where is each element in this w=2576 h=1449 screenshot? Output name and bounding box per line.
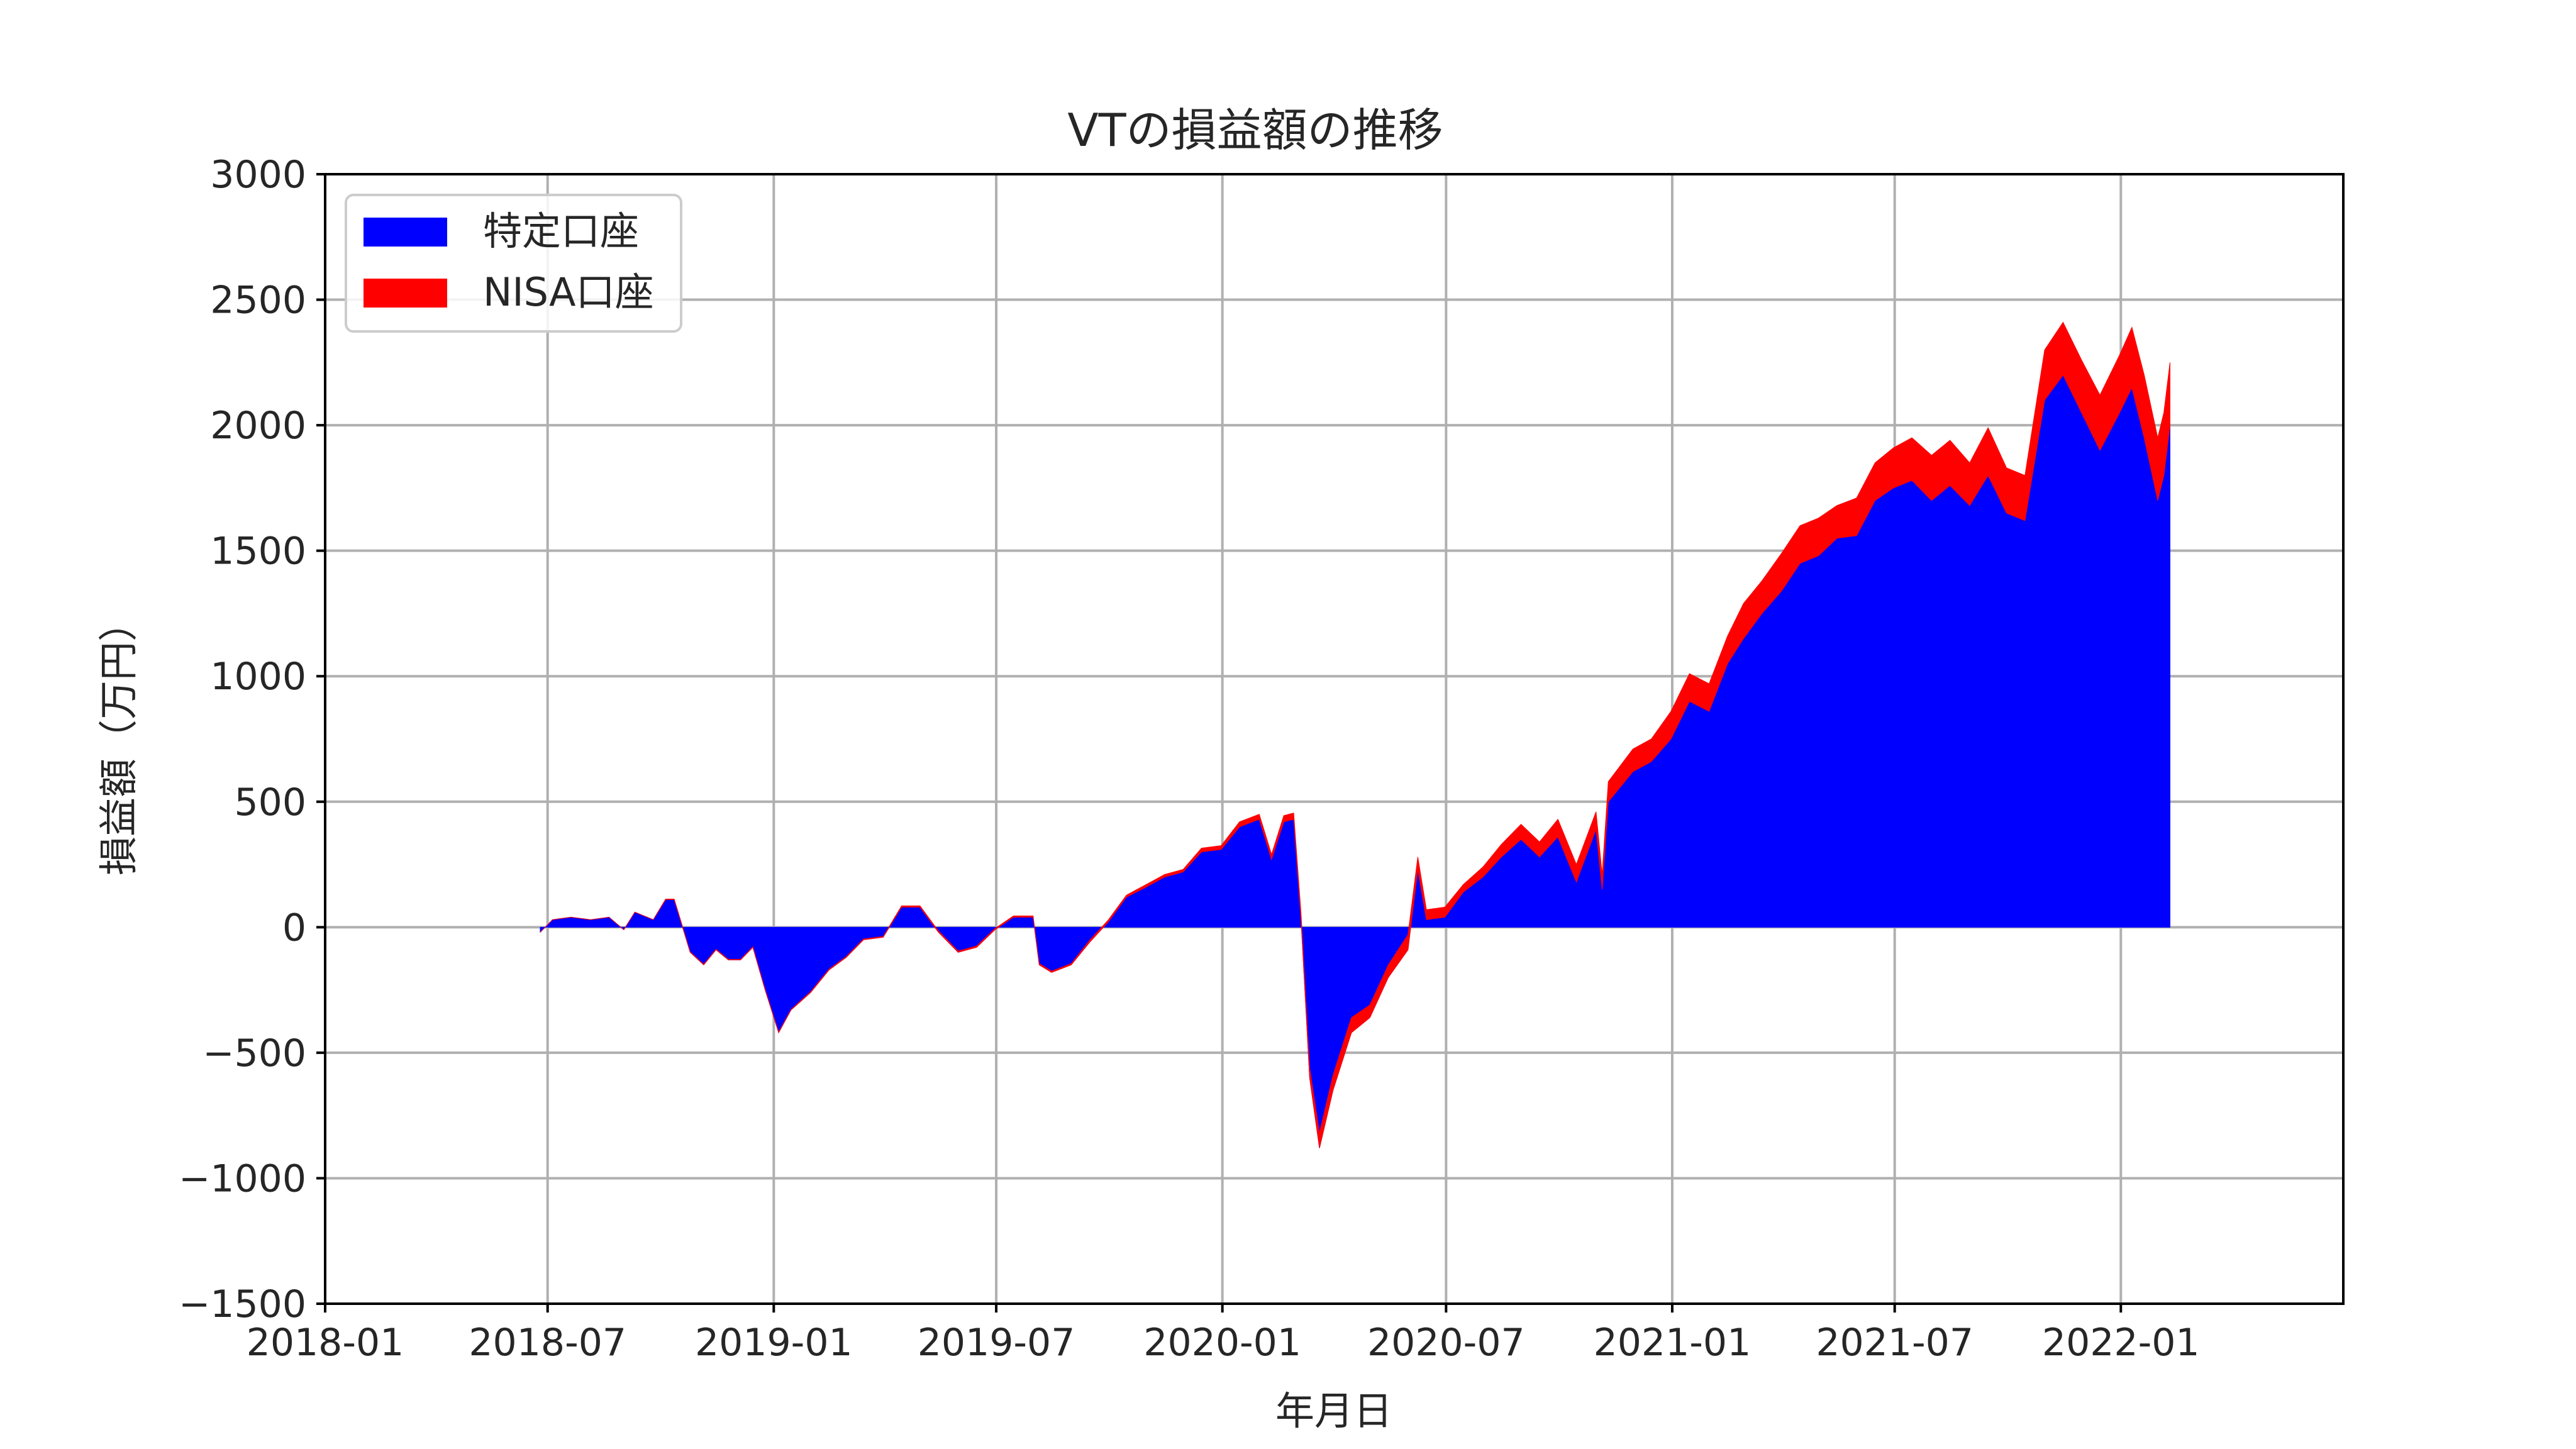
x-tick-label: 2018-01 bbox=[247, 1321, 404, 1365]
y-tick-label: 1000 bbox=[210, 655, 306, 699]
legend-label-nisa: NISA口座 bbox=[483, 269, 654, 315]
x-tick-label: 2020-01 bbox=[1143, 1321, 1301, 1365]
x-tick-label: 2021-07 bbox=[1816, 1321, 1974, 1365]
x-tick-label: 2019-07 bbox=[918, 1321, 1075, 1365]
y-tick-label: −1500 bbox=[179, 1282, 306, 1326]
x-tick-label: 2021-01 bbox=[1594, 1321, 1752, 1365]
x-axis-ticks: 2018-01 2018-07 2019-01 2019-07 2020-01 2020-… bbox=[247, 1304, 2200, 1365]
chart-title: VTの損益額の推移 bbox=[1067, 104, 1443, 157]
x-tick-label: 2022-01 bbox=[2042, 1321, 2200, 1365]
legend-swatch-nisa bbox=[364, 279, 447, 308]
legend-label-tokutei: 特定口座 bbox=[483, 208, 639, 254]
y-tick-label: 0 bbox=[282, 906, 306, 950]
y-tick-label: 500 bbox=[234, 780, 306, 824]
legend-swatch-tokutei bbox=[364, 218, 447, 247]
y-tick-label: 2000 bbox=[210, 404, 306, 448]
y-tick-label: −500 bbox=[203, 1031, 306, 1075]
y-axis-label: 損益額（万円） bbox=[96, 602, 142, 875]
x-axis-label: 年月日 bbox=[1275, 1388, 1392, 1434]
x-tick-label: 2019-01 bbox=[695, 1321, 853, 1365]
y-tick-label: −1000 bbox=[179, 1157, 306, 1201]
x-tick-label: 2018-07 bbox=[469, 1321, 626, 1365]
plot-frame bbox=[324, 173, 2345, 1305]
y-tick-label: 2500 bbox=[210, 279, 306, 323]
y-tick-label: 1500 bbox=[210, 530, 306, 574]
series-nisa-area bbox=[540, 321, 2170, 1148]
plot-areas bbox=[540, 321, 2170, 1148]
y-tick-label: 3000 bbox=[210, 153, 306, 197]
x-tick-label: 2020-07 bbox=[1367, 1321, 1525, 1365]
y-axis-ticks: 3000 2500 2000 1500 1000 500 0 −500 −1000 −1500 bbox=[179, 153, 325, 1326]
legend: 特定口座 NISA口座 bbox=[345, 194, 682, 333]
